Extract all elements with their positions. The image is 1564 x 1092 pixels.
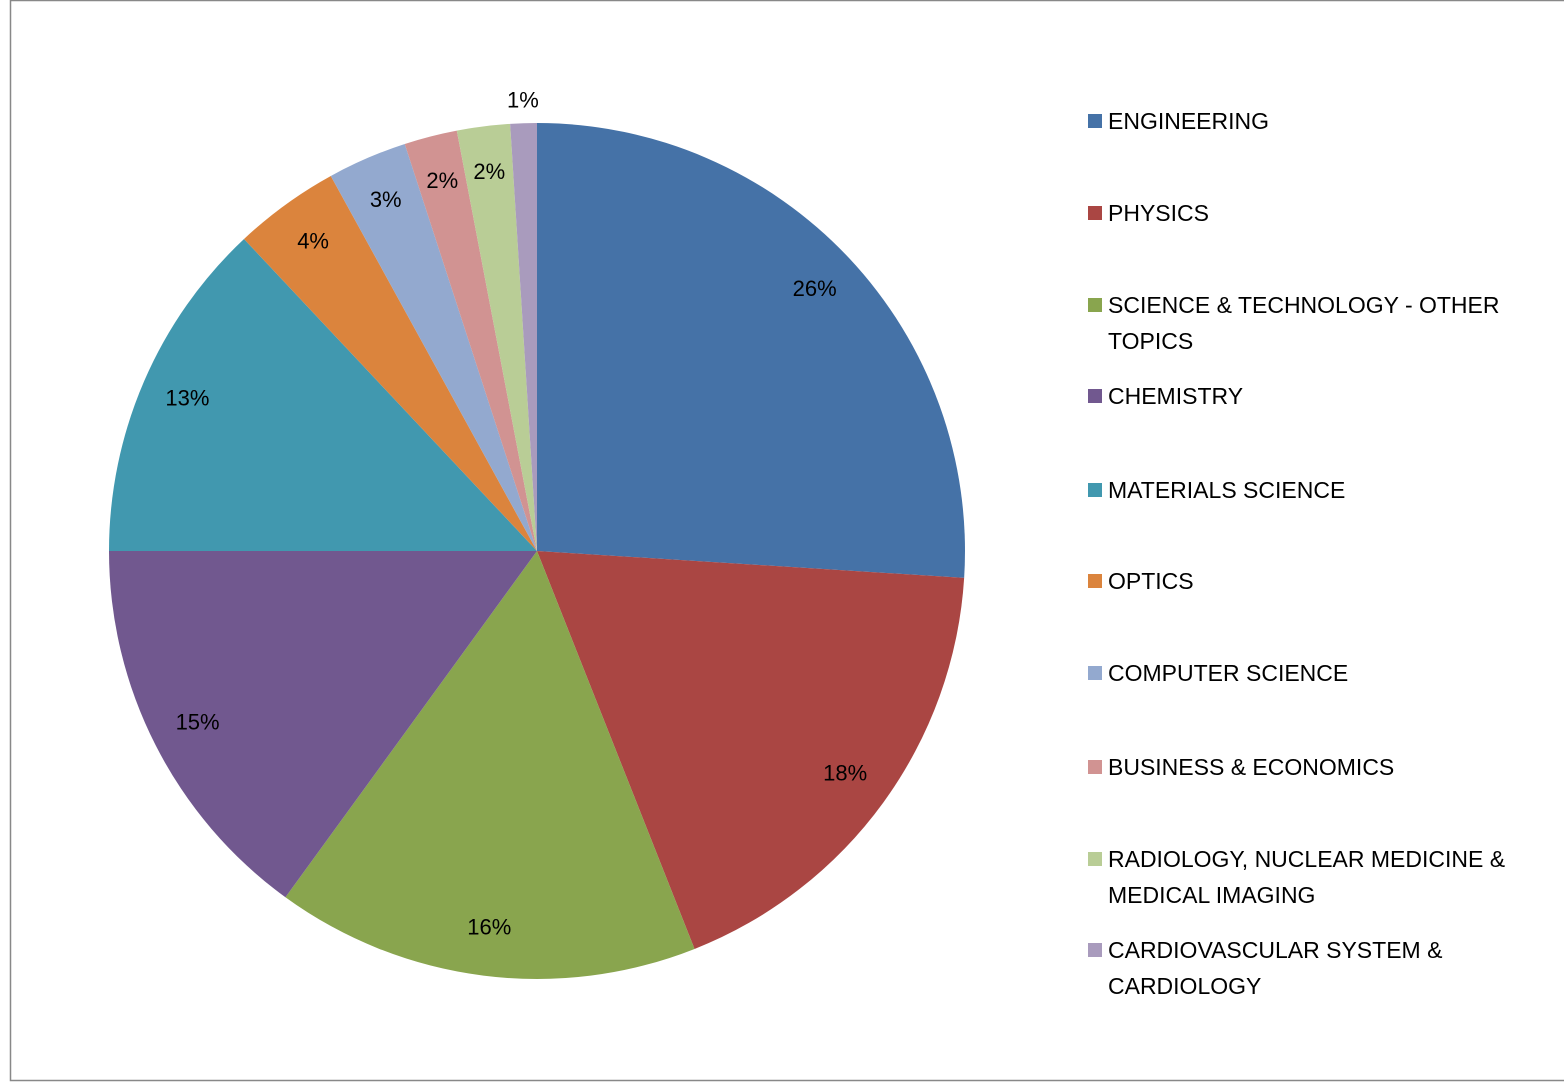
pie-slice <box>537 551 965 949</box>
data-label: 4% <box>297 229 329 254</box>
legend-swatch <box>1088 852 1102 866</box>
legend-item: MATERIALS SCIENCE <box>1088 472 1548 508</box>
data-label: 2% <box>473 159 505 184</box>
legend-label: RADIOLOGY, NUCLEAR MEDICINE & MEDICAL IM… <box>1108 846 1506 908</box>
legend-label: CHEMISTRY <box>1108 383 1244 409</box>
legend-swatch <box>1088 298 1102 312</box>
data-label: 18% <box>823 761 867 786</box>
data-label: 1% <box>507 88 539 113</box>
legend-label: SCIENCE & TECHNOLOGY - OTHER TOPICS <box>1108 292 1500 354</box>
pie-slice <box>109 239 537 551</box>
legend-swatch <box>1088 389 1102 403</box>
data-label: 15% <box>176 710 220 735</box>
pie-slice <box>510 123 537 551</box>
legend-label: ENGINEERING <box>1108 108 1270 134</box>
pie-slice <box>285 551 695 979</box>
data-label: 16% <box>467 915 511 940</box>
data-label: 13% <box>165 386 209 411</box>
legend-swatch <box>1088 574 1102 588</box>
legend-swatch <box>1088 114 1102 128</box>
data-label: 26% <box>793 276 837 301</box>
legend-item: CARDIOVASCULAR SYSTEM & CARDIOLOGY <box>1088 932 1548 1004</box>
legend-item: ENGINEERING <box>1088 103 1548 139</box>
pie-slice <box>537 123 965 578</box>
legend-item: OPTICS <box>1088 563 1548 599</box>
legend-swatch <box>1088 666 1102 680</box>
pie-slice <box>456 123 537 552</box>
legend-item: RADIOLOGY, NUCLEAR MEDICINE & MEDICAL IM… <box>1088 841 1548 913</box>
legend-label: CARDIOVASCULAR SYSTEM & CARDIOLOGY <box>1108 937 1443 999</box>
pie-slice <box>404 130 537 551</box>
legend-swatch <box>1088 943 1102 957</box>
pie-slice <box>244 175 537 551</box>
legend-label: PHYSICS <box>1108 200 1209 226</box>
pie-slice <box>330 143 537 551</box>
legend-swatch <box>1088 760 1102 774</box>
legend-item: COMPUTER SCIENCE <box>1088 655 1548 691</box>
data-label: 2% <box>426 168 458 193</box>
legend-label: COMPUTER SCIENCE <box>1108 660 1349 686</box>
legend-swatch <box>1088 483 1102 497</box>
legend-label: MATERIALS SCIENCE <box>1108 477 1346 503</box>
legend-item: BUSINESS & ECONOMICS <box>1088 749 1548 785</box>
legend-swatch <box>1088 206 1102 220</box>
pie-slice <box>109 551 537 898</box>
legend-label: OPTICS <box>1108 568 1194 594</box>
legend-item: CHEMISTRY <box>1088 378 1548 414</box>
legend-item: SCIENCE & TECHNOLOGY - OTHER TOPICS <box>1088 287 1548 359</box>
data-label: 3% <box>370 187 402 212</box>
legend-item: PHYSICS <box>1088 195 1548 231</box>
legend-label: BUSINESS & ECONOMICS <box>1108 754 1395 780</box>
